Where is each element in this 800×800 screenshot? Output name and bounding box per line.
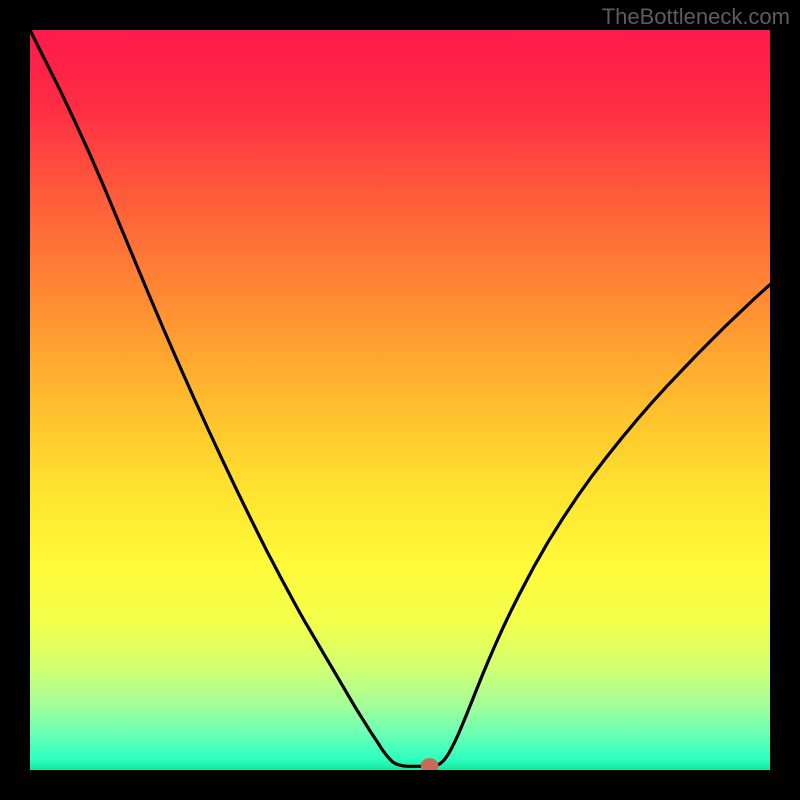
- watermark-text: TheBottleneck.com: [602, 4, 790, 30]
- chart-background: [30, 30, 770, 770]
- bottleneck-chart: [30, 30, 770, 770]
- figure-root: TheBottleneck.com: [0, 0, 800, 800]
- plot-area: [30, 30, 770, 770]
